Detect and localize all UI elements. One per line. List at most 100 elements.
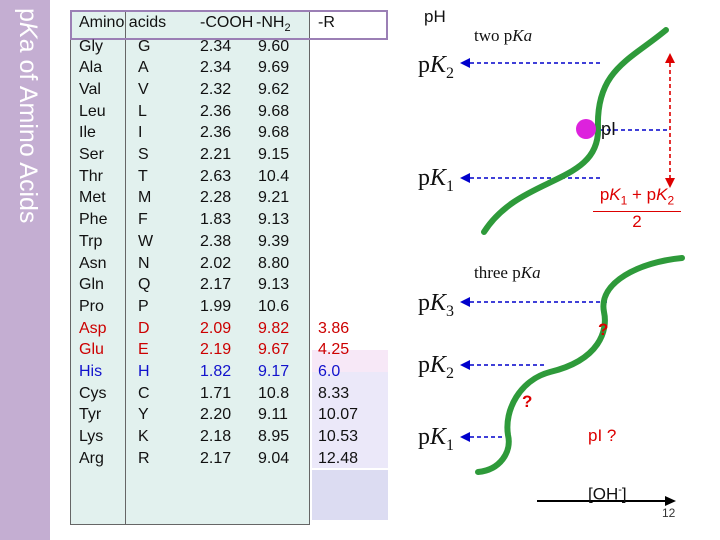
amino-acid-name: Ala <box>79 59 103 77</box>
amino-acid-code: K <box>138 428 149 446</box>
amino-acid-code: A <box>138 59 149 77</box>
nh2-pka: 10.4 <box>258 167 290 185</box>
pk2b-p: p <box>418 352 430 378</box>
question-mark-upper: ? <box>598 320 608 340</box>
header-nh2: -NH2 <box>256 14 291 34</box>
question-mark-lower: ? <box>522 392 533 411</box>
r-column-bg-3 <box>312 470 388 520</box>
cooh-pka: 1.71 <box>200 384 232 402</box>
pk2-arrow-icon <box>460 58 470 68</box>
nh2-pka: 9.15 <box>258 146 290 163</box>
amino-acid-code: I <box>138 124 143 142</box>
nh2-pka: 9.13 <box>258 211 290 229</box>
pi-dot <box>576 119 596 139</box>
amino-acid-name: Asn <box>79 254 107 272</box>
pk2-p: p <box>418 52 430 78</box>
nh2-pka: 9.67 <box>258 341 290 359</box>
nh2-pka: 10.6 <box>258 297 290 315</box>
amino-acid-code: D <box>138 319 150 337</box>
amino-acid-name: Val <box>79 80 101 98</box>
nh2-pka: 9.60 <box>258 37 290 55</box>
pk2b-label: pK2 <box>418 352 454 383</box>
amino-acid-name: Ser <box>79 146 104 163</box>
formula-p1: p <box>599 185 610 204</box>
amino-acid-code: W <box>138 232 154 250</box>
cooh-pka: 2.36 <box>200 124 232 142</box>
cooh-pka: 2.18 <box>200 428 232 446</box>
pi-formula-numerator: pK1 + pK2 <box>585 185 689 210</box>
header-cooh: -COOH <box>200 14 254 31</box>
amino-acid-code: N <box>138 254 150 272</box>
pk3-k: K <box>430 290 447 316</box>
amino-acid-name: Tyr <box>79 406 102 424</box>
pi-arrow-down-icon <box>665 178 675 188</box>
nh2-pka: 9.69 <box>258 59 290 77</box>
pk1-arrow-icon <box>460 173 470 183</box>
ph-label: pH <box>424 7 446 26</box>
pk1-label: pK1 <box>418 165 454 196</box>
r-group-pka: 12.48 <box>318 449 359 467</box>
nh2-pka: 9.21 <box>258 189 290 207</box>
nh2-pka: 9.68 <box>258 102 290 120</box>
oh-prefix: [OH <box>588 484 619 504</box>
r-group-pka: 10.07 <box>318 406 359 424</box>
amino-acid-name: Trp <box>79 232 103 250</box>
amino-acid-code: V <box>138 80 149 98</box>
nh2-pka: 8.80 <box>258 254 290 272</box>
table-name-column-bg <box>70 10 126 525</box>
formula-plus: + p <box>627 185 657 204</box>
pk3-label: pK3 <box>418 290 454 321</box>
three-pka-curve <box>475 255 685 475</box>
amino-acid-name: Thr <box>79 167 103 185</box>
amino-acid-code: Q <box>138 276 151 294</box>
pi-formula-divider: 2 <box>593 211 681 232</box>
pk3-sub: 3 <box>446 302 455 320</box>
nh2-pka: 8.95 <box>258 428 290 446</box>
pi-label: pI <box>601 119 617 139</box>
cooh-pka: 1.82 <box>200 363 232 380</box>
cooh-pka: 2.02 <box>200 254 232 272</box>
amino-acid-code: F <box>138 211 148 229</box>
cooh-pka: 2.21 <box>200 146 232 163</box>
three-pka-prefix: three p <box>474 263 521 282</box>
header-r: -R <box>318 14 335 31</box>
r-group-pka: 10.53 <box>318 428 359 446</box>
nh2-pka: 9.68 <box>258 124 290 142</box>
amino-acid-name: Ile <box>79 124 96 142</box>
nh2-pka: 9.39 <box>258 232 290 250</box>
two-pka-caption: two pKa <box>474 26 532 46</box>
amino-acid-code: C <box>138 384 150 402</box>
pk2-label: pK2 <box>418 52 454 83</box>
oh-suffix: ] <box>621 484 627 504</box>
nh2-pka: 9.17 <box>258 363 290 380</box>
amino-acid-code: E <box>138 341 149 359</box>
oh-sup: - <box>618 484 622 496</box>
nh2-pka: 9.11 <box>258 406 288 424</box>
amino-acid-code: S <box>138 146 149 163</box>
table-header-box <box>70 10 388 40</box>
cooh-pka: 2.34 <box>200 37 232 55</box>
page-number: 12 <box>662 506 676 520</box>
amino-acid-code: H <box>138 363 150 380</box>
title-sidebar <box>0 0 50 540</box>
pk1b-sub: 1 <box>446 436 455 454</box>
oh-label: [OH-] <box>588 484 627 505</box>
amino-acid-name: Cys <box>79 384 107 402</box>
amino-acid-name: Gln <box>79 276 104 294</box>
three-pka-caption: three pKa <box>474 263 541 283</box>
r-group-pka: 6.0 <box>318 363 341 380</box>
cooh-pka: 2.09 <box>200 319 232 337</box>
pi-arrow-up-icon <box>665 53 675 63</box>
two-pka-curve <box>481 27 669 235</box>
cooh-pka: 1.83 <box>200 211 232 229</box>
amino-acid-code: T <box>138 167 148 185</box>
amino-acid-name: Arg <box>79 449 104 467</box>
amino-acid-name: Glu <box>79 341 104 359</box>
amino-acid-name: Phe <box>79 211 108 229</box>
amino-acid-name: Met <box>79 189 106 207</box>
pk3-p: p <box>418 290 430 316</box>
pk1-p: p <box>418 165 430 191</box>
cooh-pka: 1.99 <box>200 297 232 315</box>
pk2b-k: K <box>430 352 447 378</box>
